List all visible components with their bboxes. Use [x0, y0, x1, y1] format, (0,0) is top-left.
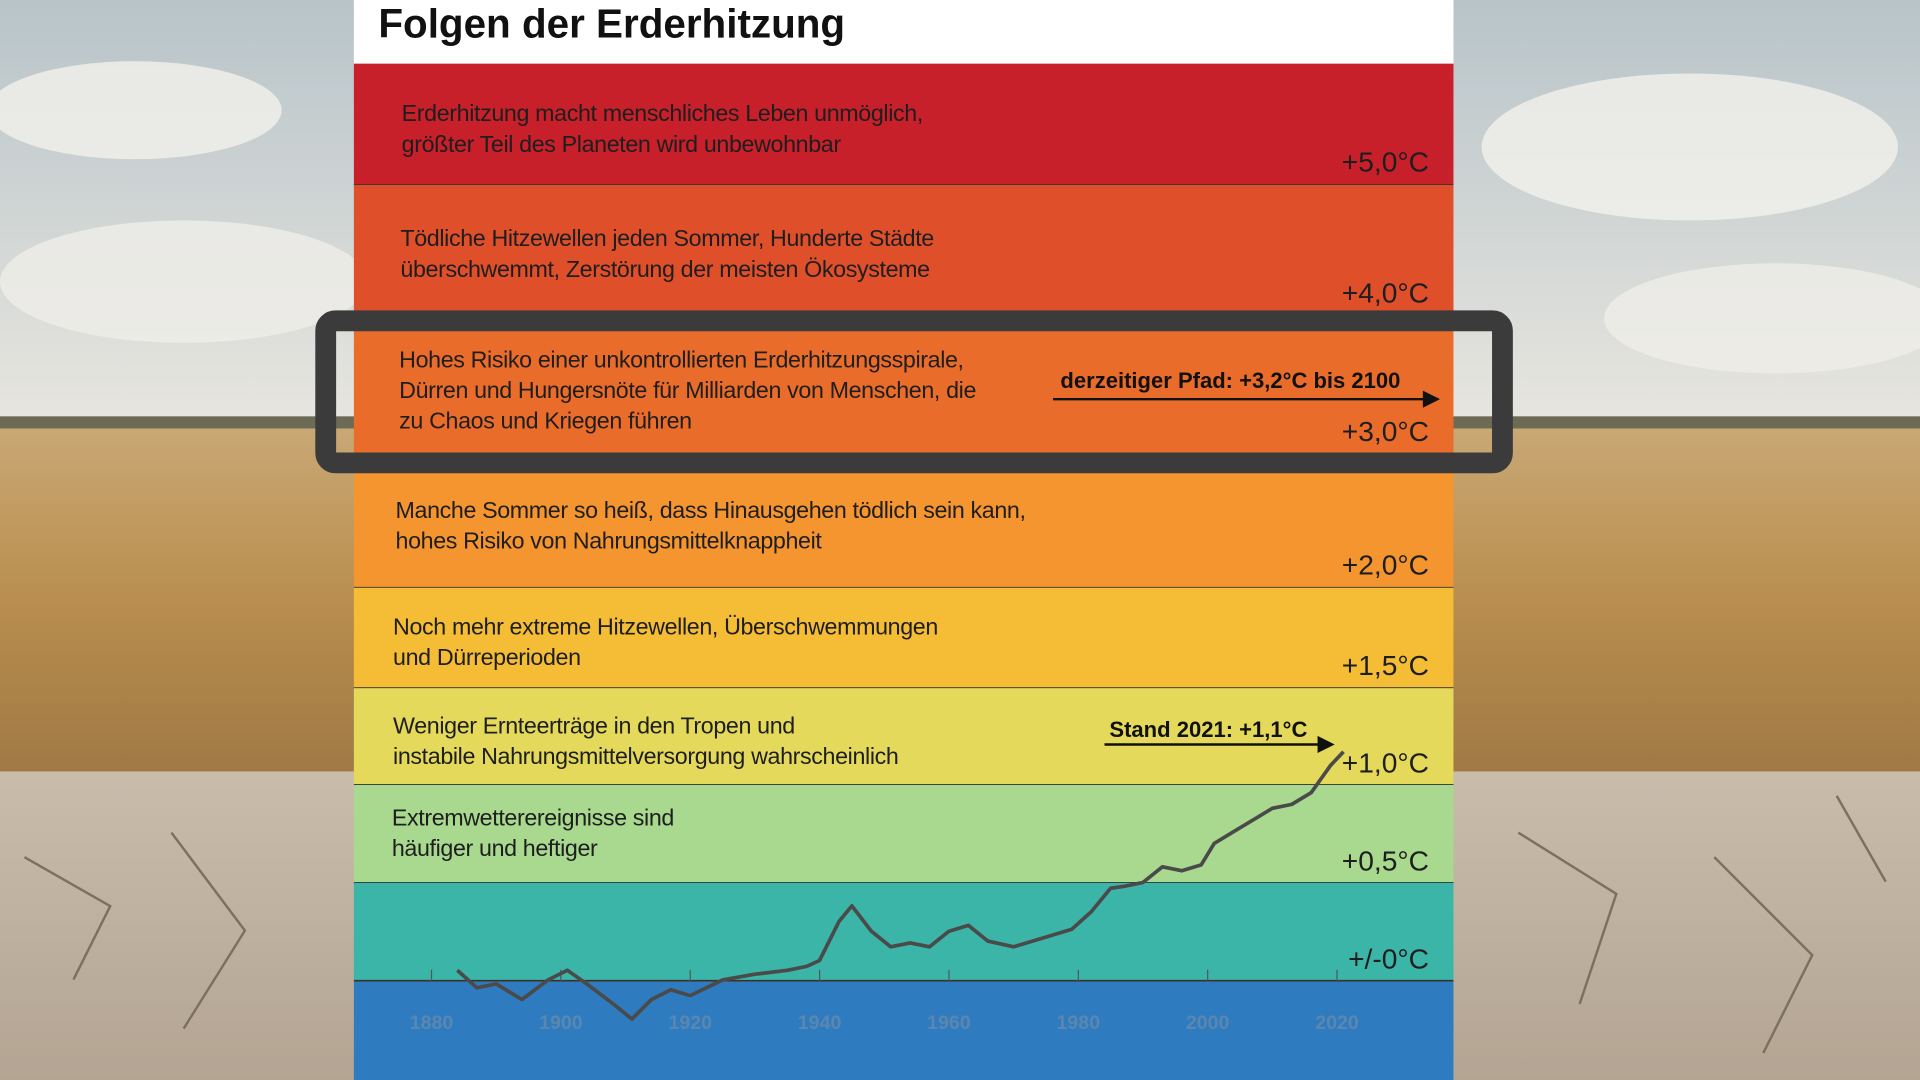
level-label: +/-0°C [1348, 944, 1429, 975]
x-tick-label: 1900 [539, 1012, 583, 1034]
cloud [1604, 263, 1920, 374]
band-text: Erderhitzung macht menschliches Leben un… [402, 100, 923, 126]
band [353, 587, 1454, 689]
cloud [1481, 73, 1898, 221]
band-text: häufiger und heftiger [392, 835, 598, 861]
band-text: und Dürreperioden [393, 644, 581, 670]
level-label: +1,5°C [1342, 650, 1429, 681]
bands: Erderhitzung macht menschliches Leben un… [353, 63, 1454, 1080]
band [353, 784, 1454, 883]
x-tick-label: 1960 [927, 1012, 971, 1034]
band [353, 313, 1454, 466]
band-text: zu Chaos und Kriegen führen [399, 408, 692, 434]
band-text: größter Teil des Planeten wird unbewohnb… [402, 131, 842, 157]
band-text: Noch mehr extreme Hitzewellen, Überschwe… [393, 613, 938, 639]
level-label: +4,0°C [1342, 278, 1429, 309]
x-tick-label: 1940 [798, 1012, 842, 1034]
level-label: +0,5°C [1342, 846, 1429, 877]
x-tick-label: 2000 [1186, 1012, 1230, 1034]
x-tick-label: 1880 [410, 1012, 454, 1034]
band [353, 465, 1454, 588]
band-text: hohes Risiko von Nahrungsmittelknappheit [396, 528, 823, 554]
highlight-frame [315, 310, 1513, 474]
cloud [0, 220, 368, 343]
band-text: Manche Sommer so heiß, dass Hinausgehen … [396, 497, 1026, 523]
band-text: überschwemmt, Zerstörung der meisten Öko… [400, 256, 929, 282]
path-arrow-head [1422, 390, 1441, 408]
band-text: Dürren und Hungersnöte für Milliarden vo… [399, 377, 976, 403]
band [353, 184, 1454, 314]
x-tick-label: 2020 [1315, 1012, 1359, 1034]
band-text: Tödliche Hitzewellen jeden Sommer, Hunde… [400, 225, 933, 251]
plot: 1880 1900 1920 1940 1960 1980 2000 2020 [410, 750, 1359, 1034]
level-label: +3,0°C [1342, 416, 1429, 447]
level-label: +2,0°C [1342, 549, 1429, 580]
band-below [353, 981, 1454, 1080]
title: Folgen der Erderhitzung [378, 1, 845, 47]
x-tick-label: 1980 [1057, 1012, 1101, 1034]
title-strip [353, 0, 1454, 64]
temperature-line [456, 750, 1345, 1021]
band [353, 63, 1454, 185]
cloud [0, 61, 282, 160]
band-text: Extremwetterereignisse sind [392, 804, 674, 830]
current-arrow-head [1317, 735, 1335, 754]
band-text: Hohes Risiko einer unkontrollierten Erde… [399, 346, 963, 372]
level-label: +5,0°C [1342, 147, 1429, 178]
band [353, 882, 1454, 981]
notes: Stand 2021: +1,1°C derzeitiger Pfad: +3,2… [1053, 368, 1441, 754]
current-annotation: Stand 2021: +1,1°C [1109, 717, 1307, 742]
level-label: +1,0°C [1342, 748, 1429, 779]
band-text: instabile Nahrungsmittelversorgung wahrs… [393, 743, 898, 769]
path-annotation: derzeitiger Pfad: +3,2°C bis 2100 [1060, 368, 1400, 393]
band [353, 688, 1454, 785]
band-text: Weniger Ernteerträge in den Tropen und [393, 712, 795, 738]
x-tick-label: 1920 [668, 1012, 712, 1034]
cracks [23, 795, 1887, 1054]
